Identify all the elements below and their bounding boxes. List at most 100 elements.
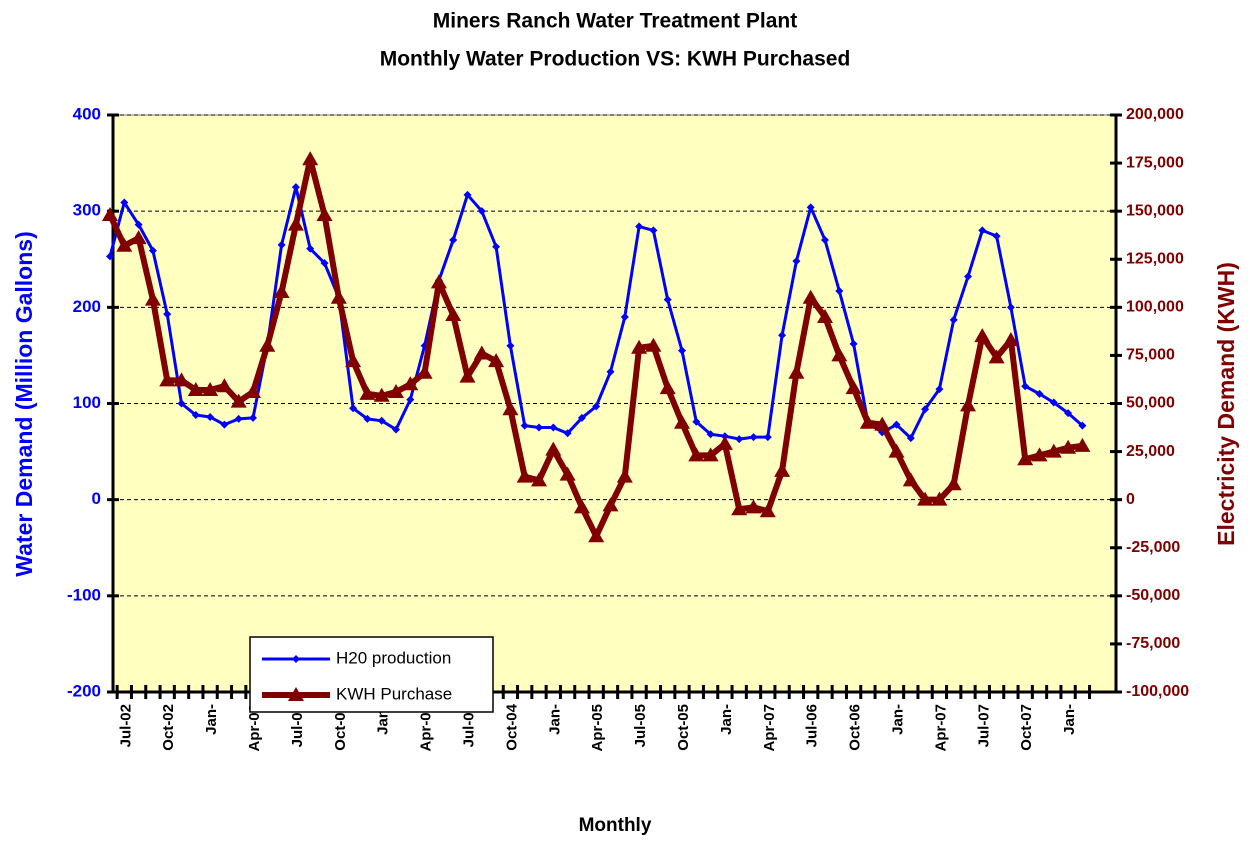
- data-point: [831, 347, 848, 362]
- x-tick-label: Oct-03: [332, 704, 349, 751]
- data-point: [531, 472, 547, 487]
- x-tick-label: Oct-07: [1018, 704, 1035, 751]
- data-point: [678, 346, 686, 355]
- data-point: [935, 385, 944, 394]
- data-point: [821, 236, 829, 245]
- data-point: [702, 447, 719, 462]
- data-point: [949, 315, 958, 324]
- x-tick-label: Apr-07: [761, 704, 778, 752]
- data-point: [917, 491, 934, 506]
- y-tick-label: 0: [92, 489, 101, 508]
- data-point: [573, 499, 590, 514]
- y2-tick-label: 25,000: [1126, 443, 1175, 460]
- data-point: [330, 289, 347, 304]
- x-tick-label: Jan-: [718, 704, 735, 735]
- legend-marker: [288, 687, 304, 701]
- data-point: [306, 244, 315, 253]
- data-point: [649, 226, 658, 235]
- data-point: [931, 491, 948, 506]
- data-point: [502, 401, 519, 416]
- data-point: [291, 183, 300, 192]
- x-tick-label: Apr-04: [418, 703, 435, 751]
- data-point: [731, 501, 748, 516]
- x-tick-label: Jul-07: [975, 704, 992, 747]
- data-point: [159, 372, 176, 387]
- data-point: [792, 257, 801, 266]
- chart-title: Miners Ranch Water Treatment Plant: [433, 10, 797, 33]
- data-point: [206, 412, 215, 421]
- y-tick-label: 300: [73, 201, 101, 220]
- data-point: [488, 353, 505, 368]
- x-tick-label: Jan-: [1061, 704, 1078, 735]
- data-point: [892, 420, 901, 429]
- data-point: [445, 307, 462, 322]
- y2-tick-label: 150,000: [1126, 202, 1184, 219]
- data-point: [349, 404, 358, 413]
- data-point: [616, 468, 633, 483]
- y2-tick-label: 0: [1126, 491, 1135, 508]
- y-tick-label: 400: [73, 104, 101, 123]
- data-point: [688, 447, 705, 462]
- data-point: [220, 420, 229, 429]
- x-tick-label: Jul-05: [632, 704, 649, 747]
- data-point: [449, 236, 458, 245]
- data-point: [287, 216, 304, 231]
- data-point: [230, 393, 247, 408]
- data-point: [735, 435, 744, 444]
- data-point: [359, 385, 376, 400]
- data-point: [763, 433, 772, 442]
- data-point: [849, 339, 858, 348]
- x-tick-label: Oct-02: [160, 704, 177, 751]
- data-point: [788, 364, 805, 379]
- legend-marker: [292, 655, 300, 663]
- data-point: [320, 259, 329, 268]
- data-point: [974, 328, 991, 343]
- data-point: [645, 337, 662, 352]
- data-point: [549, 423, 558, 432]
- data-point: [674, 414, 690, 429]
- y2-tick-label: -100,000: [1126, 683, 1189, 700]
- data-point: [259, 337, 276, 352]
- x-tick-label: Apr-03: [246, 704, 263, 752]
- x-tick-label: Oct-05: [675, 704, 692, 751]
- y2-tick-label: 175,000: [1126, 154, 1184, 171]
- y-axis-title: Water Demand (Million Gallons): [11, 231, 37, 576]
- data-point: [392, 425, 400, 434]
- data-point: [277, 240, 286, 249]
- data-point: [245, 383, 261, 398]
- data-point: [1006, 303, 1015, 312]
- data-point: [516, 468, 533, 483]
- data-point: [859, 414, 876, 429]
- y2-axis-title: Electricity Demand (KWH): [1213, 262, 1239, 546]
- x-tick-label: Jul-02: [117, 704, 134, 747]
- data-point: [459, 368, 476, 383]
- data-point: [631, 339, 648, 354]
- y2-tick-label: 75,000: [1126, 347, 1175, 364]
- data-point: [978, 226, 987, 235]
- data-point: [606, 367, 615, 376]
- x-tick-label: Jul-06: [804, 704, 821, 747]
- data-point: [759, 503, 776, 518]
- data-point: [1060, 439, 1077, 454]
- y2-tick-label: -50,000: [1126, 587, 1180, 604]
- data-point: [563, 429, 572, 438]
- data-point: [191, 411, 200, 420]
- data-point: [778, 331, 787, 340]
- data-point: [960, 397, 976, 412]
- data-point: [1064, 409, 1073, 418]
- data-point: [249, 413, 257, 422]
- data-point: [535, 423, 543, 432]
- data-point: [1078, 421, 1087, 430]
- data-point: [216, 378, 233, 393]
- y2-tick-label: 200,000: [1126, 106, 1184, 123]
- data-point: [620, 312, 629, 321]
- data-point: [964, 272, 972, 281]
- data-point: [130, 230, 147, 245]
- x-tick-label: Oct-06: [847, 704, 864, 751]
- data-point: [1002, 332, 1019, 347]
- data-point: [835, 286, 844, 295]
- legend-label: KWH Purchase: [336, 684, 452, 703]
- data-point: [492, 242, 501, 251]
- data-point: [817, 308, 833, 323]
- data-point: [388, 383, 404, 398]
